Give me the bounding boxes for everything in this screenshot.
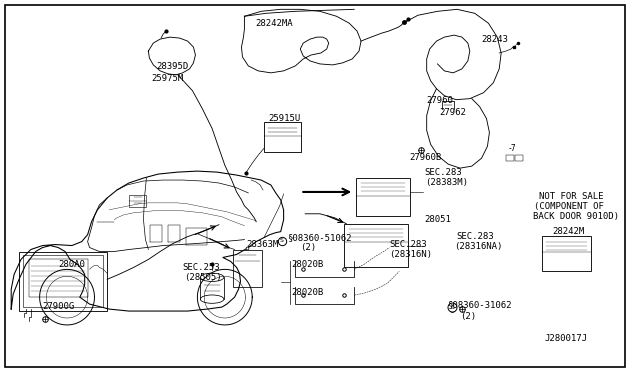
Text: 27960: 27960: [427, 96, 454, 105]
Text: 28395D: 28395D: [156, 62, 188, 71]
Bar: [19, 251, 108, 311]
Ellipse shape: [200, 295, 224, 303]
Text: (28383M): (28383M): [425, 177, 468, 186]
Bar: [515, 155, 523, 161]
Text: NOT FOR SALE: NOT FOR SALE: [540, 192, 604, 201]
Text: §08360-51062: §08360-51062: [287, 233, 352, 242]
Text: 28363M: 28363M: [246, 240, 278, 249]
Text: 27962: 27962: [440, 108, 467, 117]
Text: S: S: [450, 305, 454, 310]
Text: BACK DOOR 9010D): BACK DOOR 9010D): [532, 212, 618, 221]
Text: 27960B: 27960B: [409, 153, 442, 162]
Text: (28505): (28505): [184, 273, 221, 282]
Text: 28020B: 28020B: [291, 288, 324, 297]
Text: SEC.283: SEC.283: [425, 168, 462, 177]
Text: J280017J: J280017J: [545, 334, 588, 343]
Bar: [233, 250, 262, 287]
Bar: [356, 178, 410, 216]
Bar: [23, 256, 103, 307]
Text: S: S: [280, 238, 284, 243]
Text: 28242M: 28242M: [552, 227, 584, 236]
Text: 25975M: 25975M: [151, 74, 184, 83]
Text: SEC.283: SEC.283: [456, 232, 493, 241]
Text: (2): (2): [460, 311, 476, 321]
Ellipse shape: [200, 273, 224, 282]
Text: 27900G: 27900G: [42, 302, 75, 311]
Bar: [542, 235, 591, 271]
Text: 28243: 28243: [481, 35, 508, 44]
Bar: [344, 224, 408, 267]
Bar: [129, 195, 147, 207]
Text: (2): (2): [300, 243, 316, 252]
Text: SEC.283: SEC.283: [390, 240, 427, 249]
Text: 28242MA: 28242MA: [255, 19, 292, 28]
Text: (28316N): (28316N): [390, 250, 433, 259]
Text: -7: -7: [509, 144, 516, 153]
Text: SEC.253: SEC.253: [182, 263, 220, 272]
Text: §08360-31062: §08360-31062: [447, 301, 512, 310]
Bar: [264, 122, 301, 152]
Text: 280A0: 280A0: [58, 260, 85, 269]
Bar: [506, 155, 514, 161]
Text: (28316NA): (28316NA): [454, 242, 502, 251]
Text: 25915U: 25915U: [268, 114, 300, 123]
Text: 28020B: 28020B: [291, 260, 324, 269]
Bar: [29, 259, 88, 297]
Text: (COMPONENT OF: (COMPONENT OF: [534, 202, 604, 211]
Text: 28051: 28051: [425, 215, 452, 224]
